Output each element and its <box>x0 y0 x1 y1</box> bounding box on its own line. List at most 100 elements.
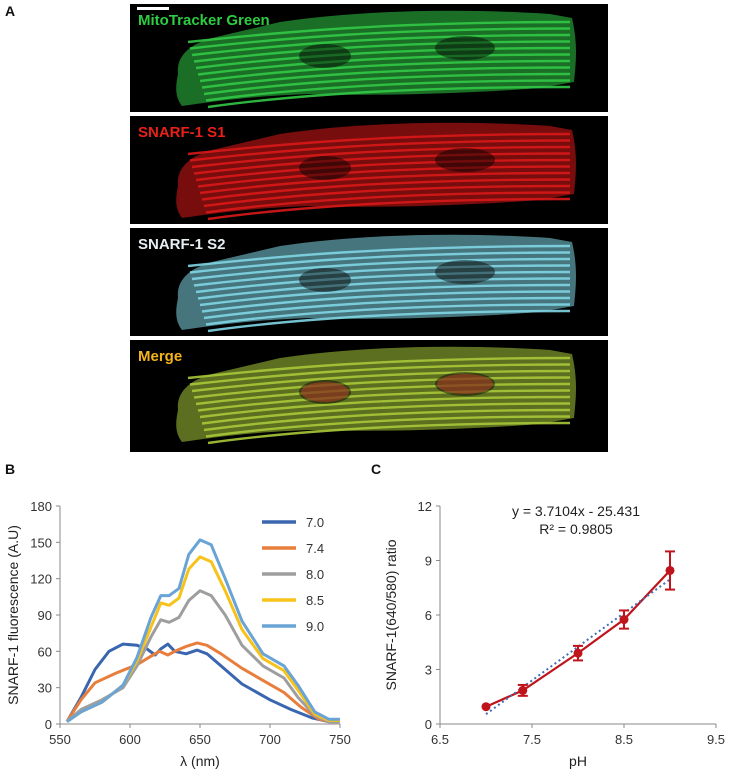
series-line <box>66 538 340 723</box>
y-axis-title: SNARF-1(640/580) ratio <box>383 539 399 690</box>
x-tick-label: 7.5 <box>523 732 541 747</box>
mito-stripe <box>197 53 571 76</box>
x-axis-title: pH <box>569 753 587 769</box>
y-tick-label: 120 <box>30 572 52 587</box>
image-label: SNARF-1 S2 <box>138 236 226 253</box>
series-line <box>66 589 340 724</box>
mito-stripe <box>205 79 571 102</box>
series-line <box>65 641 340 724</box>
legend-label: 7.4 <box>306 541 324 556</box>
data-point <box>665 565 675 575</box>
x-tick-label: 600 <box>119 732 141 747</box>
mito-stripe <box>195 270 571 294</box>
mito-stripe <box>195 46 571 70</box>
mito-stripe <box>193 40 571 63</box>
mito-stripe <box>187 356 571 380</box>
scale-bar <box>137 7 169 10</box>
legend-label: 7.0 <box>306 515 324 530</box>
cell-image <box>176 122 576 221</box>
y-tick-label: 0 <box>425 717 432 732</box>
mito-stripe <box>193 152 571 175</box>
image-label: Merge <box>138 348 183 365</box>
y-tick-label: 60 <box>38 644 52 659</box>
x-tick-label: 750 <box>329 732 351 747</box>
y-tick-label: 90 <box>38 608 52 623</box>
cell-body <box>176 234 576 333</box>
panel-c-letter: C <box>371 461 382 477</box>
x-tick-label: 6.5 <box>431 732 449 747</box>
mito-stripe <box>197 389 571 412</box>
trendline <box>485 578 671 715</box>
data-point <box>573 648 583 658</box>
y-tick-label: 180 <box>30 499 52 514</box>
image-label: SNARF-1 S1 <box>138 124 226 141</box>
chart-c: 0 3 6 9 12 6.5 7.5 8.5 9.5 pH SNARF-1(640/580) rat… <box>383 499 725 769</box>
data-point <box>518 685 528 695</box>
mito-stripe <box>207 421 571 445</box>
cell-body <box>176 346 576 445</box>
mito-stripe <box>205 191 571 214</box>
series-line <box>485 569 671 708</box>
nucleus <box>435 148 495 172</box>
series-line <box>65 642 340 724</box>
nucleus <box>299 268 351 292</box>
nucleus-red <box>301 382 349 402</box>
mito-stripe <box>199 283 571 307</box>
mito-stripe <box>207 85 571 109</box>
mito-stripe <box>193 264 571 287</box>
mito-stripe <box>187 132 571 156</box>
mito-stripe <box>203 184 571 208</box>
y-tick-label: 30 <box>38 681 52 696</box>
mito-stripe <box>203 72 571 96</box>
mito-stripe <box>191 369 571 393</box>
mito-stripe <box>201 290 571 313</box>
nucleus-red <box>437 374 493 394</box>
micro-image-merge: Merge <box>130 340 608 452</box>
mito-stripe <box>205 415 571 438</box>
mito-stripe <box>187 244 571 268</box>
y-tick-label: 150 <box>30 535 52 550</box>
mito-stripe <box>193 376 571 399</box>
legend-label: 8.5 <box>306 593 324 608</box>
mito-stripe <box>189 363 571 386</box>
x-tick-label: 9.5 <box>707 732 725 747</box>
cell-body <box>176 10 576 109</box>
x-tick-label: 650 <box>189 732 211 747</box>
panel-a-letter: A <box>5 3 16 19</box>
mito-stripe <box>197 277 571 300</box>
mito-stripe <box>191 33 571 57</box>
legend-label: 8.0 <box>306 567 324 582</box>
micro-image-snarf-s2: SNARF-1 S2 <box>130 228 608 336</box>
chart-b: 0 30 60 90 120 150 180 550 600 650 700 750 λ (nm) SNA… <box>5 499 351 769</box>
x-tick-label: 550 <box>49 732 71 747</box>
x-tick-label: 8.5 <box>615 732 633 747</box>
cell-image <box>176 10 576 109</box>
panel-b-letter: B <box>5 461 16 477</box>
mito-stripe <box>203 408 571 432</box>
r-squared-label: R² = 0.9805 <box>539 521 613 537</box>
mito-stripe <box>189 27 571 50</box>
legend-label: 9.0 <box>306 619 324 634</box>
mito-stripe <box>201 66 571 89</box>
mito-stripe <box>199 59 571 83</box>
micro-image-snarf-s1: SNARF-1 S1 <box>130 116 608 224</box>
mito-stripe <box>191 145 571 169</box>
y-axis-title: SNARF-1 fluorescence (A.U) <box>5 525 21 705</box>
micro-image-mitotracker: MitoTracker Green <box>130 4 608 112</box>
y-tick-label: 12 <box>418 499 432 514</box>
mito-stripe <box>201 178 571 201</box>
nucleus <box>435 36 495 60</box>
mito-stripe <box>207 309 571 333</box>
mito-stripe <box>199 395 571 419</box>
mito-stripe <box>201 402 571 425</box>
y-tick-label: 6 <box>425 608 432 623</box>
data-point <box>481 702 491 712</box>
cell-image <box>176 234 576 333</box>
mito-stripe <box>197 165 571 188</box>
mito-stripe <box>187 20 571 44</box>
y-tick-label: 0 <box>45 717 52 732</box>
y-tick-label: 3 <box>425 663 432 678</box>
mito-stripe <box>199 171 571 195</box>
nucleus <box>435 260 495 284</box>
mito-stripe <box>189 251 571 274</box>
